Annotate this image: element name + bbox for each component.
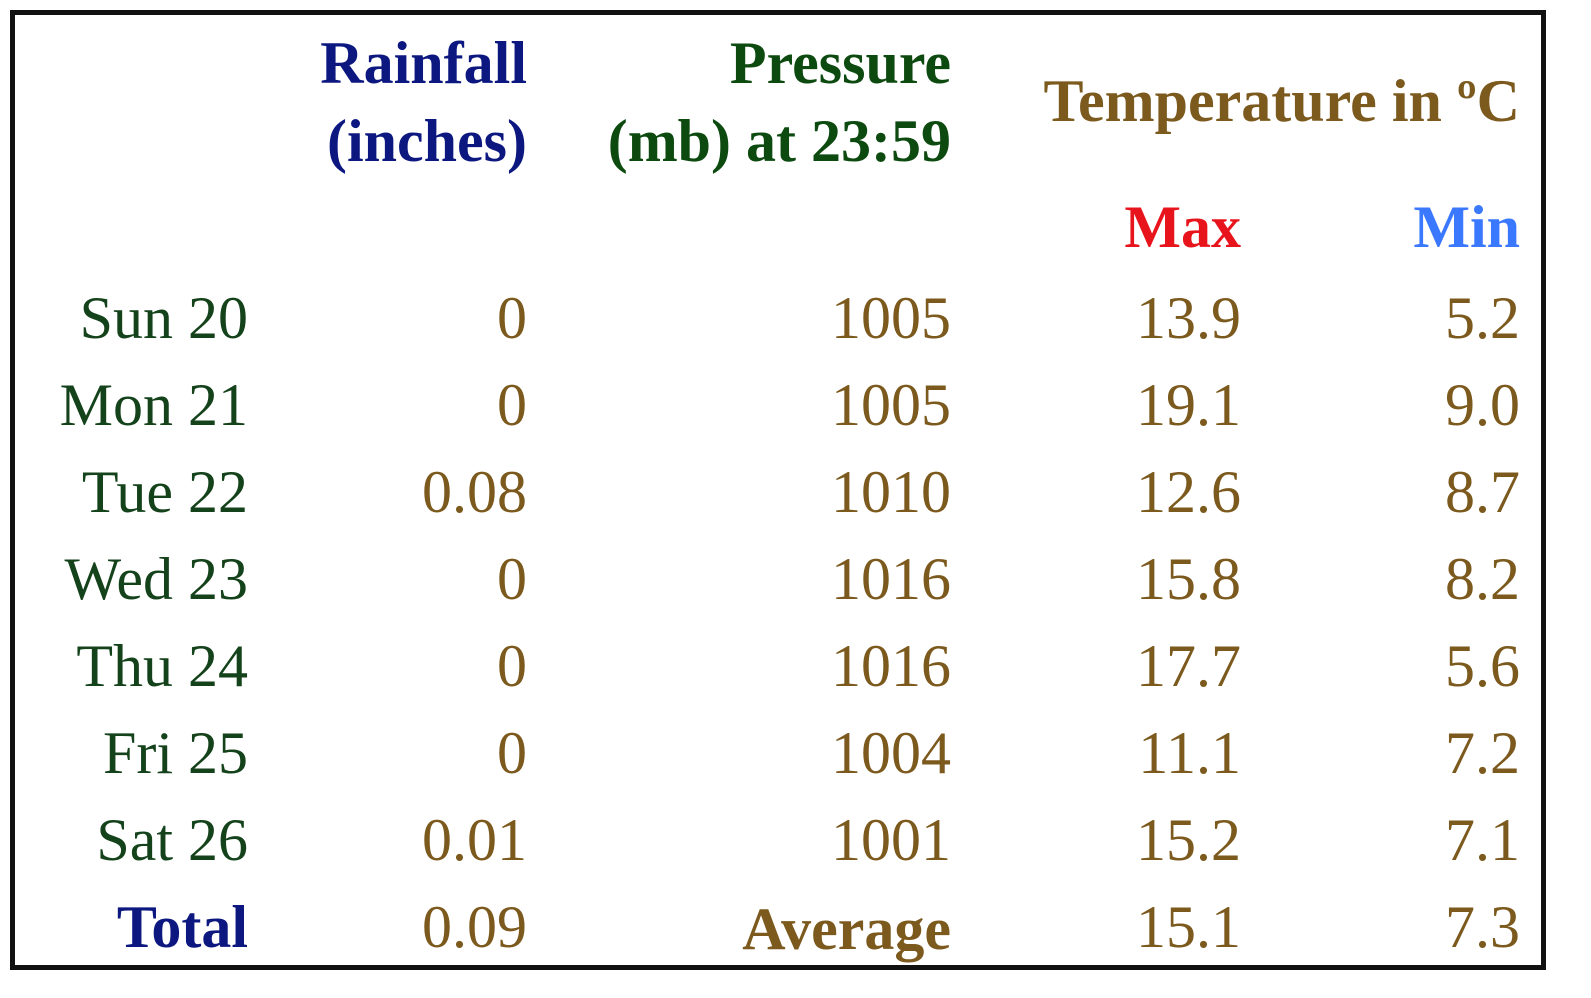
rainfall-header-line2: (inches) <box>327 108 527 174</box>
pressure-value: 1004 <box>831 720 951 786</box>
rainfall-value: 0.01 <box>422 807 527 873</box>
weather-table: Rainfall (inches) Pressure (mb) at 23:59… <box>10 10 1546 970</box>
pressure-header-line1: Pressure <box>729 30 951 96</box>
min-temp-value: 5.2 <box>1445 285 1520 351</box>
total-rainfall-value: 0.09 <box>422 894 527 960</box>
total-label: Total <box>116 894 248 960</box>
rainfall-value: 0 <box>497 633 527 699</box>
rainfall-value: 0.08 <box>422 459 527 525</box>
pressure-value: 1010 <box>831 459 951 525</box>
rainfall-value: 0 <box>497 720 527 786</box>
day-label: Mon 21 <box>59 372 248 438</box>
max-temp-value: 19.1 <box>1136 372 1241 438</box>
average-max-value: 15.1 <box>1136 894 1241 960</box>
max-temp-value: 15.2 <box>1136 807 1241 873</box>
pressure-value: 1016 <box>831 546 951 612</box>
day-label: Sun 20 <box>79 285 248 351</box>
max-temp-value: 11.1 <box>1138 720 1241 786</box>
min-temp-value: 7.1 <box>1445 807 1520 873</box>
rainfall-value: 0 <box>497 546 527 612</box>
min-temp-value: 7.2 <box>1445 720 1520 786</box>
temperature-header: Temperature in ºC <box>1043 68 1520 134</box>
average-label: Average <box>742 896 951 962</box>
day-label: Tue 22 <box>81 459 248 525</box>
rainfall-header-line1: Rainfall <box>320 30 527 96</box>
average-min-value: 7.3 <box>1445 894 1520 960</box>
rainfall-value: 0 <box>497 372 527 438</box>
pressure-header-line2: (mb) at 23:59 <box>607 108 951 174</box>
day-label: Sat 26 <box>96 807 248 873</box>
min-temp-value: 9.0 <box>1445 372 1520 438</box>
pressure-value: 1005 <box>831 285 951 351</box>
max-temp-value: 13.9 <box>1136 285 1241 351</box>
pressure-value: 1016 <box>831 633 951 699</box>
min-temp-value: 8.2 <box>1445 546 1520 612</box>
min-temp-value: 8.7 <box>1445 459 1520 525</box>
max-temp-value: 17.7 <box>1136 633 1241 699</box>
max-temp-value: 12.6 <box>1136 459 1241 525</box>
min-header: Min <box>1413 194 1520 260</box>
max-header: Max <box>1124 194 1241 260</box>
pressure-value: 1005 <box>831 372 951 438</box>
day-label: Thu 24 <box>76 633 248 699</box>
day-label: Fri 25 <box>102 720 248 786</box>
max-temp-value: 15.8 <box>1136 546 1241 612</box>
min-temp-value: 5.6 <box>1445 633 1520 699</box>
pressure-value: 1001 <box>831 807 951 873</box>
rainfall-value: 0 <box>497 285 527 351</box>
day-label: Wed 23 <box>64 546 248 612</box>
